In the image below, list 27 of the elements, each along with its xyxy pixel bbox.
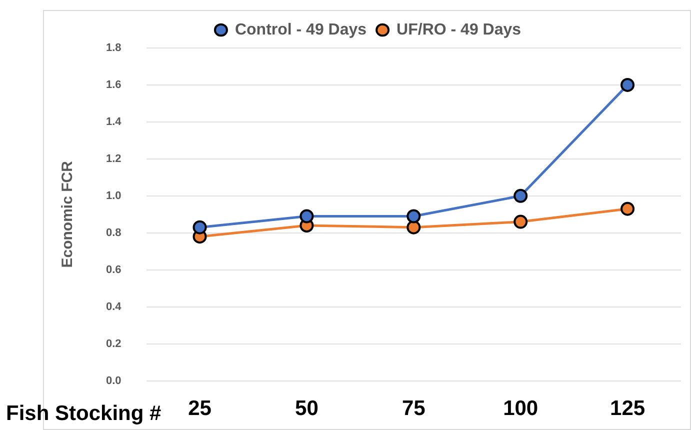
legend-label: UF/RO - 49 Days bbox=[396, 21, 522, 38]
point bbox=[514, 214, 528, 229]
legend-label: Control - 49 Days bbox=[234, 21, 367, 38]
x-tick-label: 100 bbox=[503, 397, 538, 420]
point bbox=[406, 220, 421, 234]
x-tick-label: 25 bbox=[188, 397, 212, 420]
y-tick-label: 1.0 bbox=[106, 190, 122, 202]
x-tick-label: 125 bbox=[610, 397, 646, 420]
y-axis-title: Economic FCR bbox=[59, 160, 76, 268]
x-tick-label: 50 bbox=[295, 397, 318, 420]
point bbox=[300, 209, 314, 224]
y-tick-label: 0.8 bbox=[106, 226, 122, 239]
y-tick-label: 1.2 bbox=[106, 152, 122, 165]
y-tick-label: 0.4 bbox=[106, 300, 122, 313]
point bbox=[514, 188, 528, 203]
point bbox=[620, 202, 635, 216]
y-tick-label: 0.2 bbox=[106, 338, 122, 350]
point bbox=[406, 209, 421, 224]
y-tick-label: 1.6 bbox=[106, 79, 122, 92]
x-axis-title: Fish Stocking # bbox=[6, 402, 162, 425]
point bbox=[620, 78, 635, 92]
y-tick-label: 1.8 bbox=[106, 42, 122, 54]
y-tick-label: 0.6 bbox=[106, 264, 122, 276]
x-tick-label: 75 bbox=[402, 397, 426, 420]
y-tick-label: 0.0 bbox=[106, 374, 122, 387]
y-tick-label: 1.4 bbox=[106, 116, 122, 128]
point bbox=[192, 220, 207, 234]
